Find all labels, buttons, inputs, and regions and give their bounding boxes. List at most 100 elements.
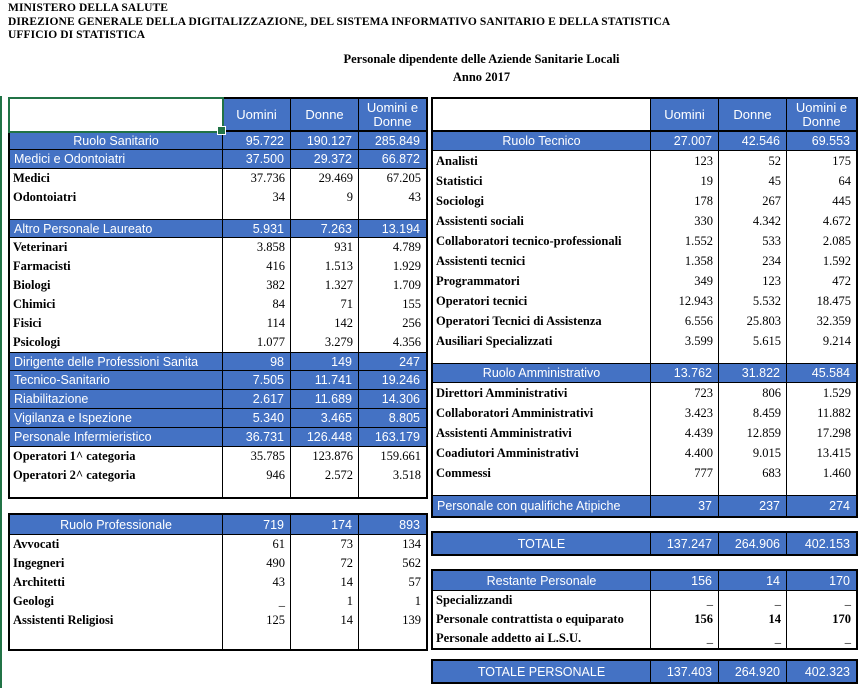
value-cell-uomini[interactable]: 1.077 [222,333,290,352]
value-cell-uomini[interactable]: 43 [222,573,290,592]
value-cell-totale[interactable]: 14.306 [358,390,426,408]
row-label-cell[interactable]: Fisici [13,316,42,330]
row-label-cell[interactable]: Operatori tecnici [436,293,528,308]
value-cell-uomini[interactable]: 13.762 [650,364,718,382]
value-cell-totale[interactable]: 562 [358,554,426,573]
value-cell-donne[interactable]: _ [718,629,786,648]
row-label-cell[interactable]: Personale con qualifiche Atipiche [437,499,621,513]
value-cell-donne[interactable]: 8.459 [718,403,786,423]
value-cell-uomini[interactable]: 137.247 [650,533,718,554]
value-cell-uomini[interactable]: 37.736 [222,169,290,188]
value-cell-totale[interactable]: 893 [358,515,426,534]
value-cell-totale[interactable]: 8.805 [358,409,426,427]
value-cell-donne[interactable]: 123 [718,271,786,291]
row-label-cell[interactable]: Assistenti Amministrativi [436,425,572,440]
value-cell-totale[interactable]: 134 [358,535,426,554]
row-label-cell[interactable]: Assistenti Religiosi [13,613,114,627]
column-header-uomini[interactable]: Uomini [222,99,290,130]
value-cell-uomini[interactable]: 137.403 [650,661,718,682]
row-label-cell[interactable]: Geologi [13,594,54,608]
value-cell-uomini[interactable]: 349 [650,271,718,291]
value-cell-totale[interactable]: 1.709 [358,276,426,295]
value-cell-uomini[interactable]: 2.617 [222,390,290,408]
value-cell-totale[interactable]: 472 [786,271,856,291]
value-cell-uomini[interactable]: 114 [222,314,290,333]
row-label-cell[interactable]: Operatori Tecnici di Assistenza [436,313,602,328]
value-cell-uomini[interactable]: 4.439 [650,423,718,443]
value-cell-donne[interactable]: 7.263 [290,220,358,237]
value-cell-uomini[interactable]: 719 [222,515,290,534]
value-cell-uomini[interactable]: 382 [222,276,290,295]
value-cell-donne[interactable]: 72 [290,554,358,573]
column-header-uomini[interactable]: Uomini [650,99,718,130]
value-cell-uomini[interactable]: 5.931 [222,220,290,237]
value-cell-totale[interactable] [358,207,426,219]
value-cell-uomini[interactable] [222,207,290,219]
value-cell-totale[interactable]: 9.214 [786,331,856,351]
value-cell-totale[interactable]: 13.194 [358,220,426,237]
value-cell-uomini[interactable]: 156 [650,571,718,590]
value-cell-totale[interactable]: 175 [786,151,856,171]
value-cell-donne[interactable]: 190.127 [290,132,358,149]
row-label-cell[interactable]: Assistenti sociali [436,213,524,228]
value-cell-uomini[interactable]: 123 [650,151,718,171]
value-cell-donne[interactable]: 4.342 [718,211,786,231]
value-cell-donne[interactable]: 9.015 [718,443,786,463]
row-label-cell[interactable]: Specializzandi [436,593,513,607]
selection-handle[interactable] [217,126,226,135]
value-cell-uomini[interactable]: 36.731 [222,428,290,446]
column-header-totale[interactable]: Uomini e Donne [786,99,856,130]
row-label-cell[interactable]: Personale contrattista o equiparato [436,612,624,626]
value-cell-uomini[interactable]: 1.358 [650,251,718,271]
value-cell-totale[interactable]: 32.359 [786,311,856,331]
value-cell-totale[interactable]: 4.672 [786,211,856,231]
value-cell-totale[interactable]: 3.518 [358,466,426,485]
value-cell-totale[interactable]: 43 [358,188,426,207]
value-cell-donne[interactable]: 5.532 [718,291,786,311]
value-cell-totale[interactable]: _ [786,629,856,648]
value-cell-donne[interactable]: 25.803 [718,311,786,331]
row-label-cell[interactable]: Chimici [13,297,56,311]
row-label-cell[interactable]: Operatori 1^ categoria [13,449,136,463]
selected-cell[interactable] [8,97,226,135]
value-cell-totale[interactable]: 170 [786,571,856,590]
value-cell-uomini[interactable]: 156 [650,610,718,629]
value-cell-donne[interactable]: 14 [290,611,358,630]
value-cell-uomini[interactable]: _ [650,629,718,648]
row-label-cell[interactable]: Restante Personale [486,573,597,588]
value-cell-donne[interactable]: 29.372 [290,150,358,168]
value-cell-donne[interactable]: 1.327 [290,276,358,295]
row-label-cell[interactable] [433,483,650,495]
row-label-cell[interactable]: Ausiliari Specializzati [436,333,553,348]
value-cell-totale[interactable]: 163.179 [358,428,426,446]
value-cell-totale[interactable]: 170 [786,610,856,629]
value-cell-donne[interactable]: 237 [718,496,786,516]
value-cell-uomini[interactable]: 34 [222,188,290,207]
value-cell-totale[interactable]: 64 [786,171,856,191]
row-label-cell[interactable]: Ruolo Professionale [60,517,172,532]
value-cell-uomini[interactable]: 178 [650,191,718,211]
value-cell-donne[interactable]: 174 [290,515,358,534]
corner-header-cell[interactable] [433,99,650,130]
value-cell-totale[interactable]: 19.246 [358,371,426,389]
value-cell-totale[interactable]: 1.460 [786,463,856,483]
value-cell-donne[interactable]: 142 [290,314,358,333]
row-label-cell[interactable] [433,351,650,363]
row-label-cell[interactable] [10,630,222,649]
value-cell-totale[interactable]: 13.415 [786,443,856,463]
value-cell-totale[interactable]: 1.529 [786,383,856,403]
value-cell-uomini[interactable]: 7.505 [222,371,290,389]
value-cell-uomini[interactable]: 95.722 [222,132,290,149]
value-cell-donne[interactable]: 52 [718,151,786,171]
value-cell-donne[interactable]: 1.513 [290,257,358,276]
value-cell-totale[interactable]: 247 [358,353,426,370]
value-cell-uomini[interactable]: 723 [650,383,718,403]
value-cell-donne[interactable] [290,630,358,649]
row-label-cell[interactable]: Tecnico-Sanitario [14,373,110,387]
row-label-cell[interactable]: Personale Infermieristico [14,430,152,444]
row-label-cell[interactable]: Odontoiatri [13,190,77,204]
row-label-cell[interactable]: Commessi [436,465,491,480]
value-cell-uomini[interactable]: _ [650,591,718,610]
value-cell-uomini[interactable]: 35.785 [222,447,290,466]
column-header-totale[interactable]: Uomini e Donne [358,99,426,130]
